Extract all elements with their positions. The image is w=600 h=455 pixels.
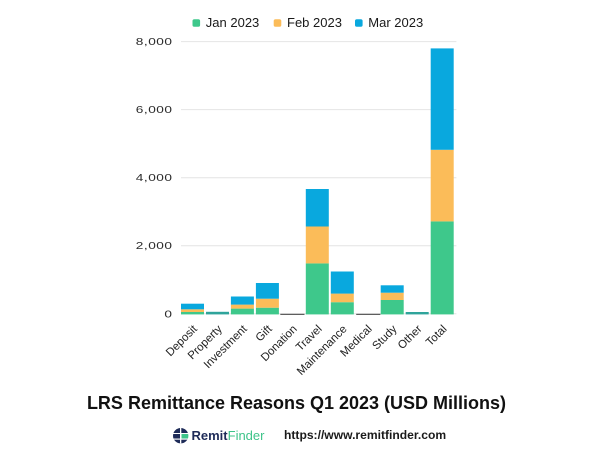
svg-text:Mar 2023: Mar 2023	[368, 15, 423, 30]
svg-text:https://www.remitfinder.com: https://www.remitfinder.com	[284, 428, 446, 442]
svg-text:Jan 2023: Jan 2023	[206, 15, 259, 30]
svg-text:Feb 2023: Feb 2023	[287, 15, 342, 30]
svg-text:6,000: 6,000	[136, 103, 173, 115]
svg-text:LRS Remittance Reasons Q1 2023: LRS Remittance Reasons Q1 2023 (USD Mill…	[87, 393, 506, 413]
svg-text:0: 0	[164, 308, 172, 320]
svg-text:2,000: 2,000	[136, 240, 173, 252]
svg-text:4,000: 4,000	[136, 172, 173, 184]
svg-text:8,000: 8,000	[136, 35, 173, 47]
svg-text:RemitFinder: RemitFinder	[192, 428, 266, 443]
